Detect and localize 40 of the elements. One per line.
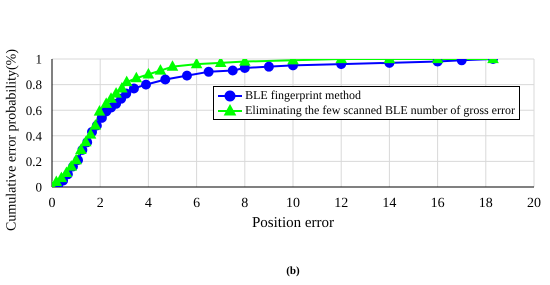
point	[155, 64, 166, 75]
x-tick-label: 16	[430, 196, 445, 211]
y-tick-label: 0.6	[26, 102, 42, 118]
point	[182, 70, 192, 81]
x-tick-label: 20	[527, 196, 541, 211]
legend-label: BLE fingerprint method	[245, 88, 362, 103]
y-axis-title: Cumulative error probability(%)	[4, 48, 20, 231]
x-tick-label: 18	[478, 196, 493, 211]
point	[106, 92, 116, 103]
y-tick-label: 0.4	[26, 128, 42, 144]
point	[130, 72, 142, 82]
point	[204, 66, 214, 77]
legend-label: Eliminating the few scanned BLE number of gross error	[245, 103, 515, 118]
x-tick-label: 14	[382, 196, 396, 211]
point	[264, 62, 274, 72]
point	[142, 68, 154, 78]
y-tick-label: 0.2	[26, 154, 42, 170]
text: (b)	[285, 265, 301, 277]
point	[191, 59, 202, 68]
point	[160, 74, 170, 84]
y-tick-label: 1	[36, 52, 42, 67]
y-tick-label: 0	[36, 180, 42, 195]
x-tick-label: 2	[96, 196, 104, 211]
point	[116, 82, 128, 93]
point	[167, 60, 178, 71]
point	[140, 80, 151, 90]
point	[70, 154, 82, 164]
x-tick-label: 4	[144, 196, 152, 211]
x-tick-label: 10	[286, 196, 300, 211]
x-tick-label: 6	[193, 196, 200, 211]
point	[128, 83, 139, 94]
point	[94, 106, 105, 116]
y-tick-label: 0.8	[26, 77, 42, 92]
x-axis-title: Position error	[252, 215, 334, 231]
x-tick-label: 12	[334, 196, 348, 211]
point	[121, 76, 132, 86]
x-tick-label: 8	[241, 196, 248, 211]
point	[228, 66, 238, 76]
x-tick-label: 0	[48, 196, 56, 211]
point	[110, 88, 122, 98]
